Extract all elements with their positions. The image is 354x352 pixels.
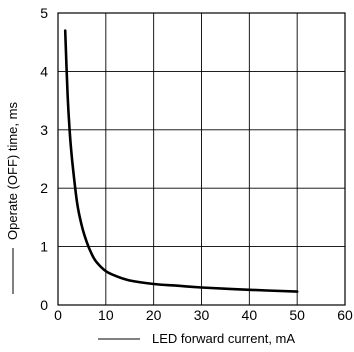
x-tick-label: 40 — [242, 307, 258, 323]
x-tick-label: 30 — [194, 307, 210, 323]
x-tick-label: 0 — [54, 307, 62, 323]
x-tick-label: 60 — [337, 307, 353, 323]
y-tick-label: 4 — [40, 63, 48, 79]
y-tick-label: 5 — [40, 5, 48, 21]
plot-frame — [57, 12, 346, 306]
y-tick-label: 2 — [40, 180, 48, 196]
y-tick-label: 1 — [40, 239, 48, 255]
grid — [58, 13, 345, 305]
y-axis-ticks: 0 1 2 3 4 5 — [40, 5, 48, 313]
x-tick-label: 10 — [98, 307, 114, 323]
x-axis-ticks: 0 10 20 30 40 50 60 — [54, 307, 353, 323]
x-tick-label: 20 — [146, 307, 162, 323]
series-line-0 — [63, 29, 299, 293]
series-group — [63, 29, 299, 293]
y-axis-label: Operate (OFF) time, ms — [5, 102, 20, 240]
x-tick-label: 50 — [289, 307, 305, 323]
x-axis-label: LED forward current, mA — [152, 331, 295, 346]
y-tick-label: 0 — [40, 297, 48, 313]
x-axis-label-group: LED forward current, mA — [98, 331, 295, 346]
y-axis-label-group: Operate (OFF) time, ms — [5, 102, 20, 294]
y-tick-label: 3 — [40, 122, 48, 138]
